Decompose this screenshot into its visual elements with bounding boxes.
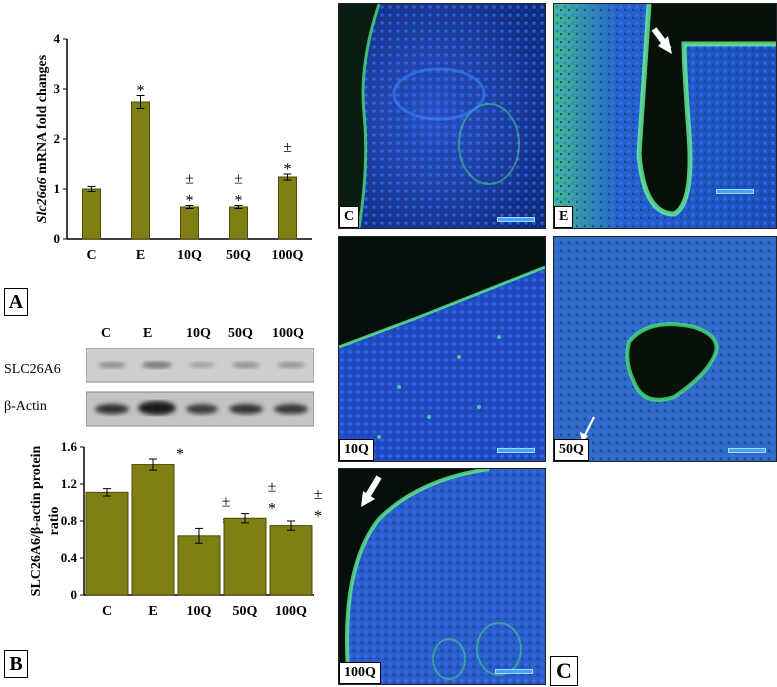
panel-label-c: C [550,656,578,686]
bar [229,206,248,240]
y-axis-label: SLC26A6/β-actin protein ratio [29,445,62,596]
x-tick-label: 100Q [272,248,304,263]
x-tick-label: 50Q [233,604,258,619]
y-tick-label: 0 [71,587,78,602]
significance-mark: * [186,193,194,210]
scale-bar [497,448,535,453]
protein-bar-chart: 00.40.81.21.6CE*10Q±*50Q±*100Q±*SLC26A6/… [29,439,323,619]
bar [131,464,175,596]
significance-mark: * [176,446,184,463]
micrograph-label: C [339,206,360,228]
significance-mark: ± [185,171,194,188]
significance-mark: ± [268,479,277,496]
blot-strips [86,348,314,427]
bar [180,206,199,240]
bar [85,491,129,596]
y-tick-label: 0 [54,231,61,246]
mrna-bar-chart: 0 1 2 3 4 C E * 10Q ± * 50Q ± * 100Q ± * Slc26a6 mRNA fol… [35,31,312,263]
bar [278,176,297,240]
blot-lane-label: C [101,326,112,341]
blot-lane-label: 100Q [272,326,304,341]
significance-mark: * [268,501,276,518]
micrograph-label: 50Q [554,439,589,461]
y-tick-label: 1 [54,181,61,196]
blot-lane-label: E [143,326,153,341]
micrograph-label: 10Q [339,439,374,461]
blot-lane-labels: C E 10Q 50Q 100Q [84,326,314,344]
y-tick-label: 1.2 [61,476,77,491]
micrograph-label: E [554,206,574,228]
blot-lane-label: 10Q [186,326,211,341]
x-tick-label: C [102,604,112,619]
panel-label-b: B [4,650,28,678]
significance-mark: ± [314,486,323,503]
y-tick-label: 4 [54,31,61,46]
y-tick-label: 1.6 [61,439,78,454]
scale-bar [495,669,533,674]
scale-bar [716,189,754,194]
blot-row-label-actin: β-Actin [4,399,47,414]
significance-mark: * [235,193,243,210]
scale-bar [497,217,535,222]
micrograph-50q: 50Q [553,236,777,462]
significance-mark: ± [234,171,243,188]
y-tick-label: 0.4 [61,550,78,565]
y-tick-label: 2 [54,131,61,146]
x-tick-label: 10Q [177,248,202,263]
blot-lane-label: 50Q [228,326,253,341]
western-blot: C E 10Q 50Q 100Q SLC26A6 β-Actin [0,322,330,432]
significance-mark: * [284,161,292,178]
x-tick-label: C [86,248,96,263]
x-tick-label: 100Q [275,604,307,619]
blot-row-label-slc26a6: SLC26A6 [4,362,61,377]
micrograph-c: C [338,3,546,229]
micrograph-e: E [553,3,777,229]
bar [177,535,221,596]
micrograph-label: 100Q [339,662,381,684]
significance-mark: * [314,508,322,525]
micrograph-10q: 10Q [338,236,546,462]
arrow-icon [658,36,672,54]
bar [269,525,313,596]
scale-bar [728,448,766,453]
panel-label-a: A [4,288,28,316]
micrograph-100q: 100Q [338,468,546,685]
y-tick-label: 0.8 [61,513,78,528]
bar [82,188,101,240]
significance-mark: ± [283,139,292,156]
significance-mark: ± [222,493,231,510]
bar [131,101,150,240]
bar [223,517,267,596]
y-axis-label: Slc26a6 mRNA fold changes [35,54,50,223]
y-tick-label: 3 [54,81,61,96]
x-tick-label: E [136,248,145,263]
arrow-icon [361,491,375,507]
significance-mark: * [137,83,145,100]
x-tick-label: 50Q [226,248,251,263]
x-tick-label: 10Q [187,604,212,619]
x-tick-label: E [148,604,157,619]
